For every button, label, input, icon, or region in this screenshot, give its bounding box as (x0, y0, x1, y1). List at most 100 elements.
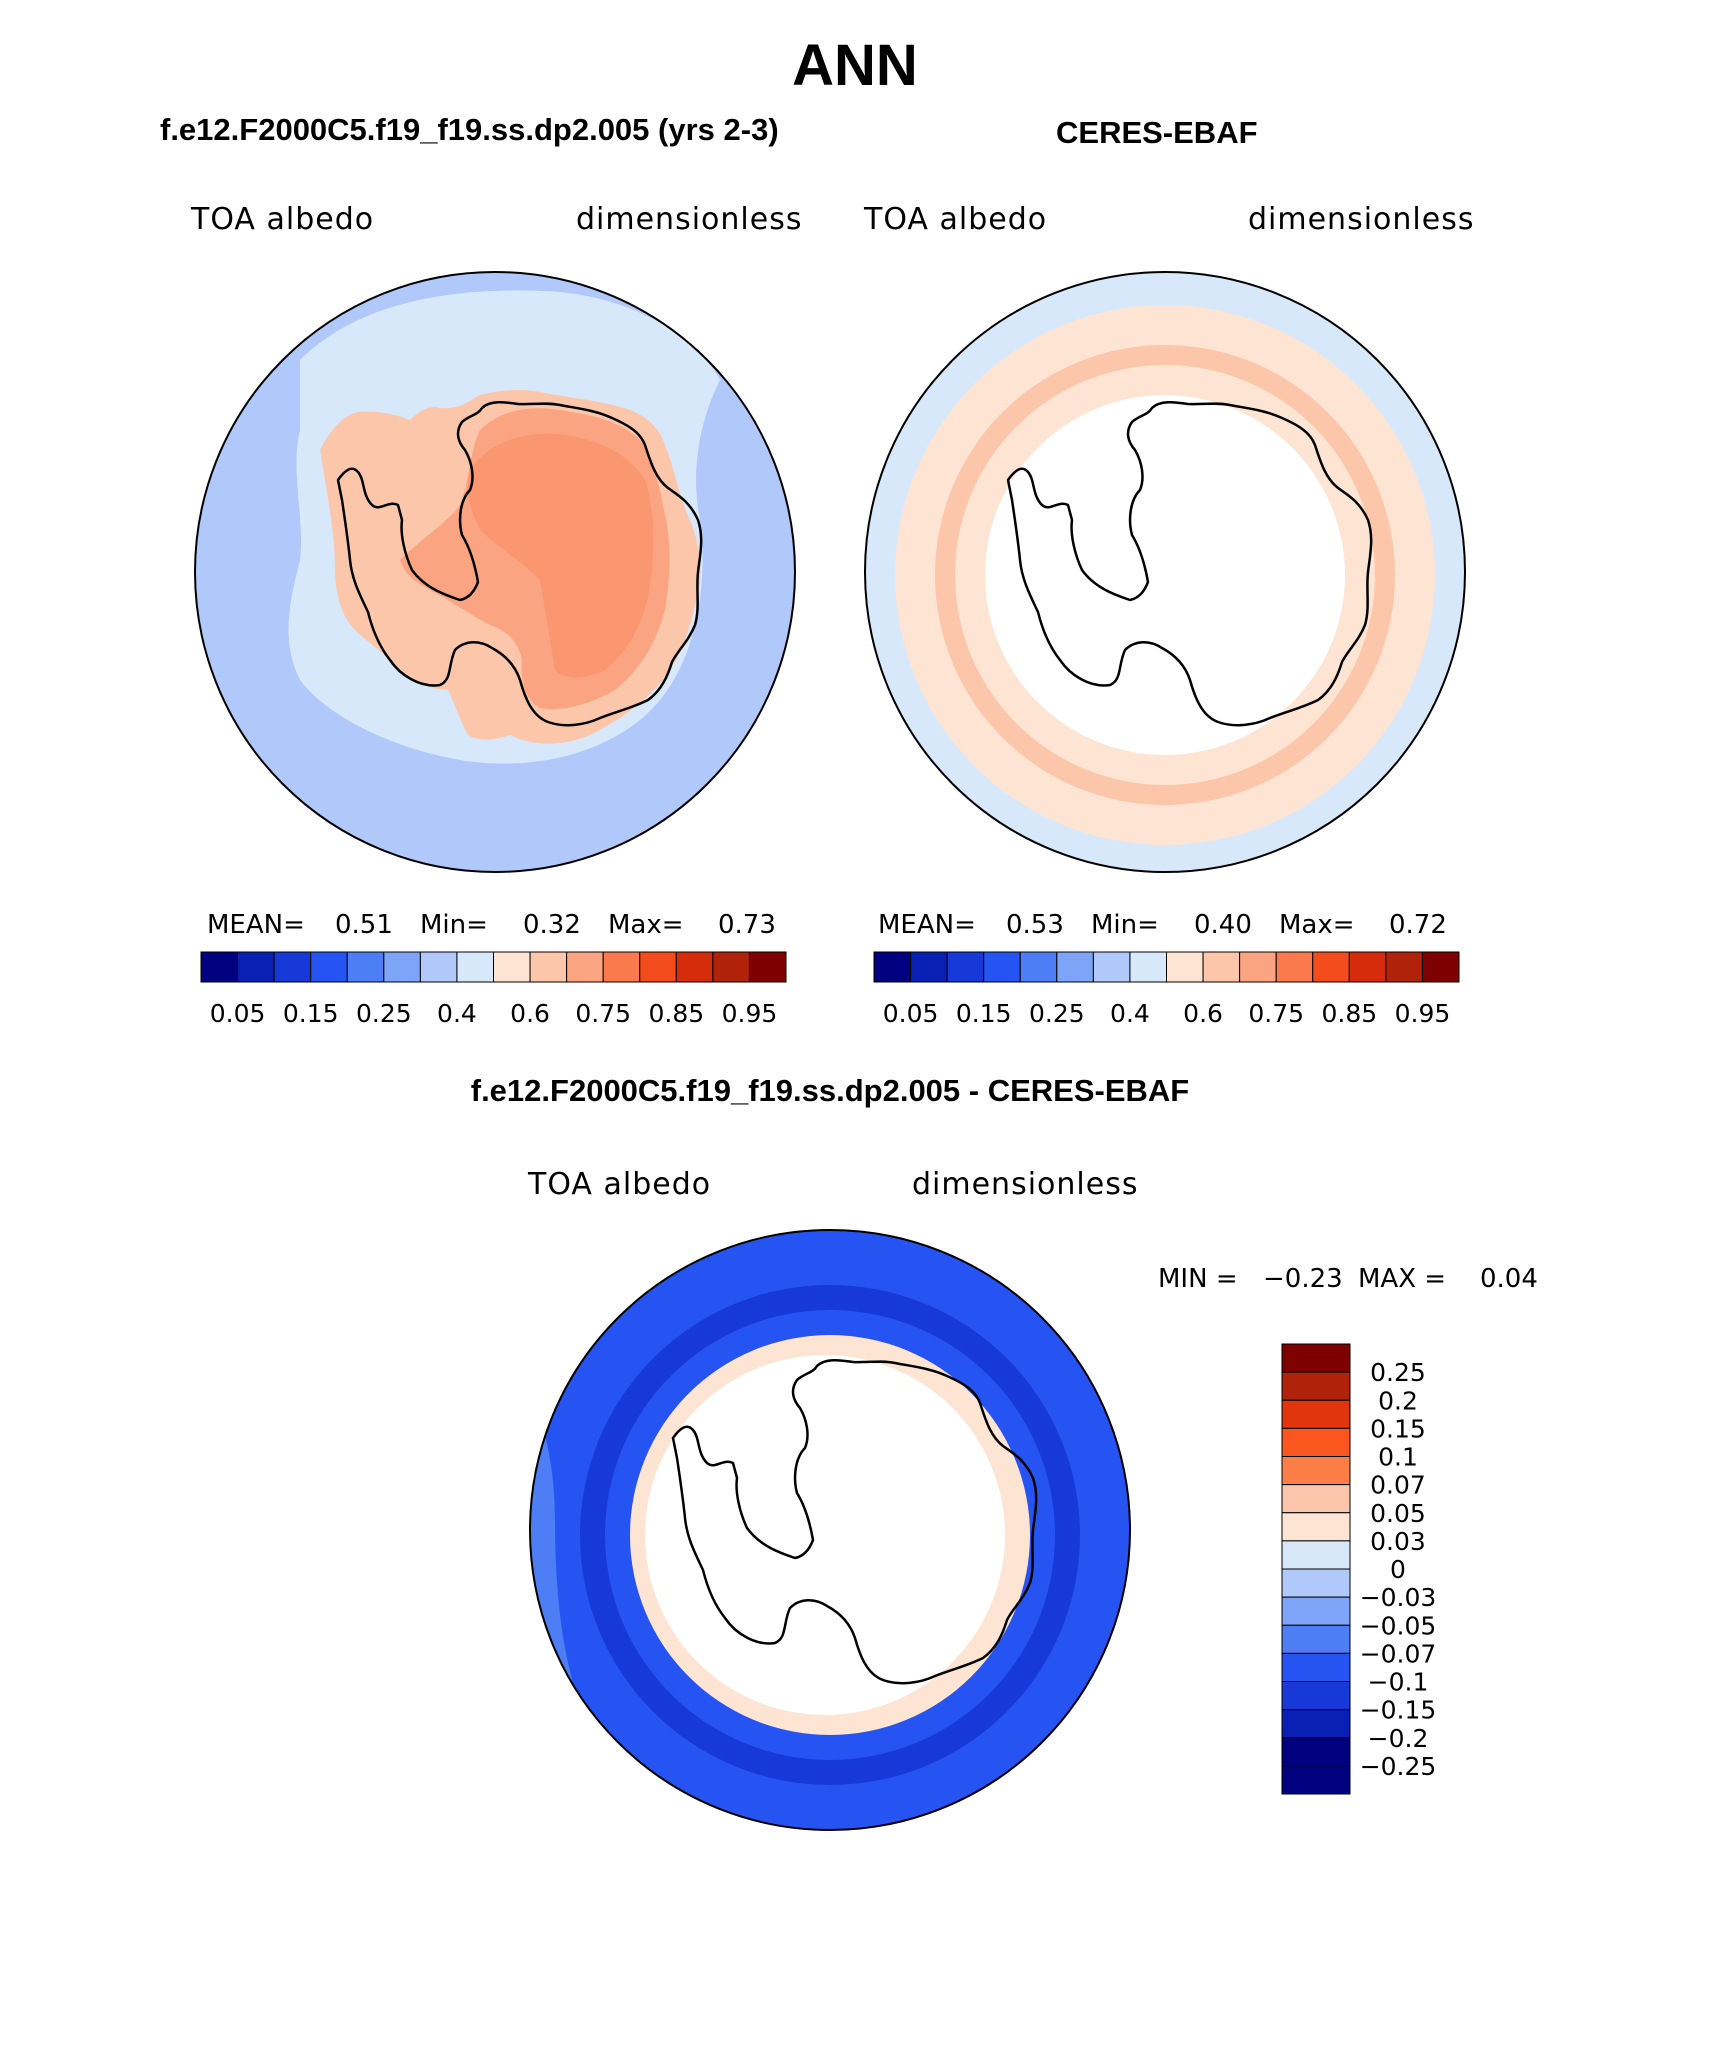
panel3-colorbar-swatch (1281, 1596, 1351, 1626)
panel2-coastline (1006, 401, 1373, 727)
panel3-max-label: MAX = (1358, 1264, 1447, 1294)
panel3-variable-label: TOA albedo (528, 1167, 712, 1202)
panel1-colorbar-swatch (383, 951, 421, 983)
panel3-colorbar-swatch (1281, 1371, 1351, 1401)
panel3-colorbar-tick-label: −0.2 (1368, 1724, 1429, 1753)
panel1-colorbar-swatch (273, 951, 312, 983)
panel3-colorbar-tick-label: −0.05 (1360, 1611, 1437, 1640)
panel3-colorbar-swatch (1281, 1456, 1351, 1486)
panel1-colorbar-swatch (712, 951, 750, 983)
panel3-colorbar-swatch (1281, 1512, 1351, 1542)
panel3-title: f.e12.F2000C5.f19_f19.ss.dp2.005 - CERES… (470, 1073, 1190, 1108)
panel2-colorbar-swatch (1056, 951, 1094, 983)
panel1-min-label: Min= (420, 910, 488, 940)
panel1-units-label: dimensionless (576, 202, 803, 237)
panel1-colorbar-tick-label: 0.25 (356, 999, 412, 1028)
panel2-colorbar-swatch (1166, 951, 1204, 983)
panel2-colorbar-tick-label: 0.25 (1029, 999, 1085, 1028)
panel3-colorbar-swatch (1281, 1343, 1351, 1373)
panel2-units-label: dimensionless (1248, 202, 1475, 237)
panel3-coastline (671, 1359, 1038, 1685)
panel3-map-border (529, 1229, 1131, 1831)
panel2-colorbar-swatch (1019, 951, 1058, 983)
panel2-min-value: 0.40 (1194, 910, 1252, 940)
panel1-colorbar-swatch (237, 951, 275, 983)
panel3-colorbar-tick-label: 0.1 (1378, 1443, 1418, 1472)
panel3-colorbar-swatch (1281, 1540, 1351, 1570)
panel2-colorbar: 0.05 0.15 0.25 0.4 0.6 0.75 0.85 0.95 (873, 951, 1460, 1028)
panel2-max-value: 0.72 (1389, 910, 1447, 940)
panel3-map (530, 1230, 1130, 1830)
panel2-max-label: Max= (1279, 910, 1355, 940)
panel2-colorbar-swatch (1202, 951, 1241, 983)
panel3-colorbar-tick-label: −0.1 (1368, 1668, 1429, 1697)
panel2-colorbar-swatch (1129, 951, 1167, 983)
panel2-colorbar-swatch (1385, 951, 1423, 983)
panel2-min-label: Min= (1091, 910, 1159, 940)
panel3-colorbar-tick-label: 0.03 (1370, 1527, 1426, 1556)
panel1-map (195, 272, 795, 872)
panel3-colorbar-swatch (1281, 1681, 1351, 1711)
panel1-colorbar-tick-label: 0.05 (210, 999, 266, 1028)
panel2-colorbar-tick-label: 0.6 (1183, 999, 1223, 1028)
panel1-colorbar-tick-label: 0.75 (575, 999, 631, 1028)
panel1-colorbar-swatch (310, 951, 348, 983)
panel3-colorbar-swatch (1281, 1568, 1351, 1598)
panel3-colorbar-tick-label: 0 (1390, 1555, 1406, 1584)
panel3-colorbar-tick-label: 0.25 (1370, 1358, 1426, 1387)
panel3-colorbar-tick-label: −0.25 (1360, 1752, 1437, 1781)
panel2-colorbar-swatch (1421, 951, 1460, 983)
panel2-colorbar-tick-label: 0.75 (1248, 999, 1304, 1028)
panel2-variable-label: TOA albedo (864, 202, 1048, 237)
panel2-colorbar-swatch (910, 951, 948, 983)
panel3-units-label: dimensionless (912, 1167, 1139, 1202)
panel3-colorbar-swatch (1281, 1624, 1351, 1654)
panel1-colorbar-swatch (456, 951, 494, 983)
panel3-colorbar-tick-label: 0.07 (1370, 1471, 1426, 1500)
panel3-colorbar-tick-label: 0.05 (1370, 1499, 1426, 1528)
panel2-colorbar-swatch (1348, 951, 1387, 983)
panel2-continent-mask (985, 395, 1345, 755)
panel1-colorbar: 0.05 0.15 0.25 0.4 0.6 0.75 0.85 0.95 (200, 951, 787, 1028)
panel1-colorbar-swatch (639, 951, 677, 983)
panel3-continent-mask (645, 1355, 1005, 1715)
panel3-colorbar: 0.250.20.150.10.070.050.030−0.03−0.05−0.… (1281, 1343, 1437, 1795)
panel2-colorbar-swatch (1239, 951, 1277, 983)
panel1-colorbar-swatch (419, 951, 458, 983)
panel1-title: f.e12.F2000C5.f19_f19.ss.dp2.005 (yrs 2-… (160, 112, 779, 147)
panel3-colorbar-swatch (1281, 1399, 1351, 1429)
panel2-colorbar-tick-label: 0.15 (956, 999, 1012, 1028)
panel1-mean-value: 0.51 (335, 910, 393, 940)
panel2-colorbar-tick-label: 0.85 (1321, 999, 1377, 1028)
panel1-coastline (336, 401, 703, 727)
panel1-max-value: 0.73 (718, 910, 776, 940)
panel2-title: CERES-EBAF (1056, 115, 1258, 150)
panel1-colorbar-tick-label: 0.15 (283, 999, 339, 1028)
panel3-colorbar-swatch (1281, 1737, 1351, 1767)
panel1-max-label: Max= (608, 910, 684, 940)
panel3-colorbar-swatch (1281, 1484, 1351, 1514)
panel2-colorbar-swatch (1275, 951, 1314, 983)
panel3-min-value: −0.23 (1263, 1264, 1343, 1294)
panel2-colorbar-swatch (1092, 951, 1131, 983)
panel3-colorbar-tick-label: −0.15 (1360, 1696, 1437, 1725)
panel1-colorbar-swatch (200, 951, 239, 983)
panel3-min-label: MIN = (1158, 1264, 1238, 1294)
panel2-mean-label: MEAN= (878, 910, 976, 940)
panel3-colorbar-tick-label: −0.07 (1360, 1639, 1437, 1668)
panel2-map (865, 272, 1465, 872)
panel2-colorbar-tick-label: 0.4 (1110, 999, 1150, 1028)
panel1-colorbar-swatch (602, 951, 641, 983)
panel3-colorbar-tick-label: 0.2 (1378, 1386, 1418, 1415)
panel1-colorbar-tick-label: 0.6 (510, 999, 550, 1028)
panel1-colorbar-swatch (346, 951, 385, 983)
panel3-colorbar-tick-label: −0.03 (1360, 1583, 1437, 1612)
panel2-colorbar-swatch (946, 951, 985, 983)
panel3-colorbar-swatch (1281, 1427, 1351, 1457)
panel1-mean-label: MEAN= (207, 910, 305, 940)
panel3-colorbar-swatch (1281, 1709, 1351, 1739)
panel1-continent-plateau (468, 433, 654, 678)
panel3-colorbar-swatch (1281, 1652, 1351, 1682)
panel2-colorbar-swatch (873, 951, 912, 983)
